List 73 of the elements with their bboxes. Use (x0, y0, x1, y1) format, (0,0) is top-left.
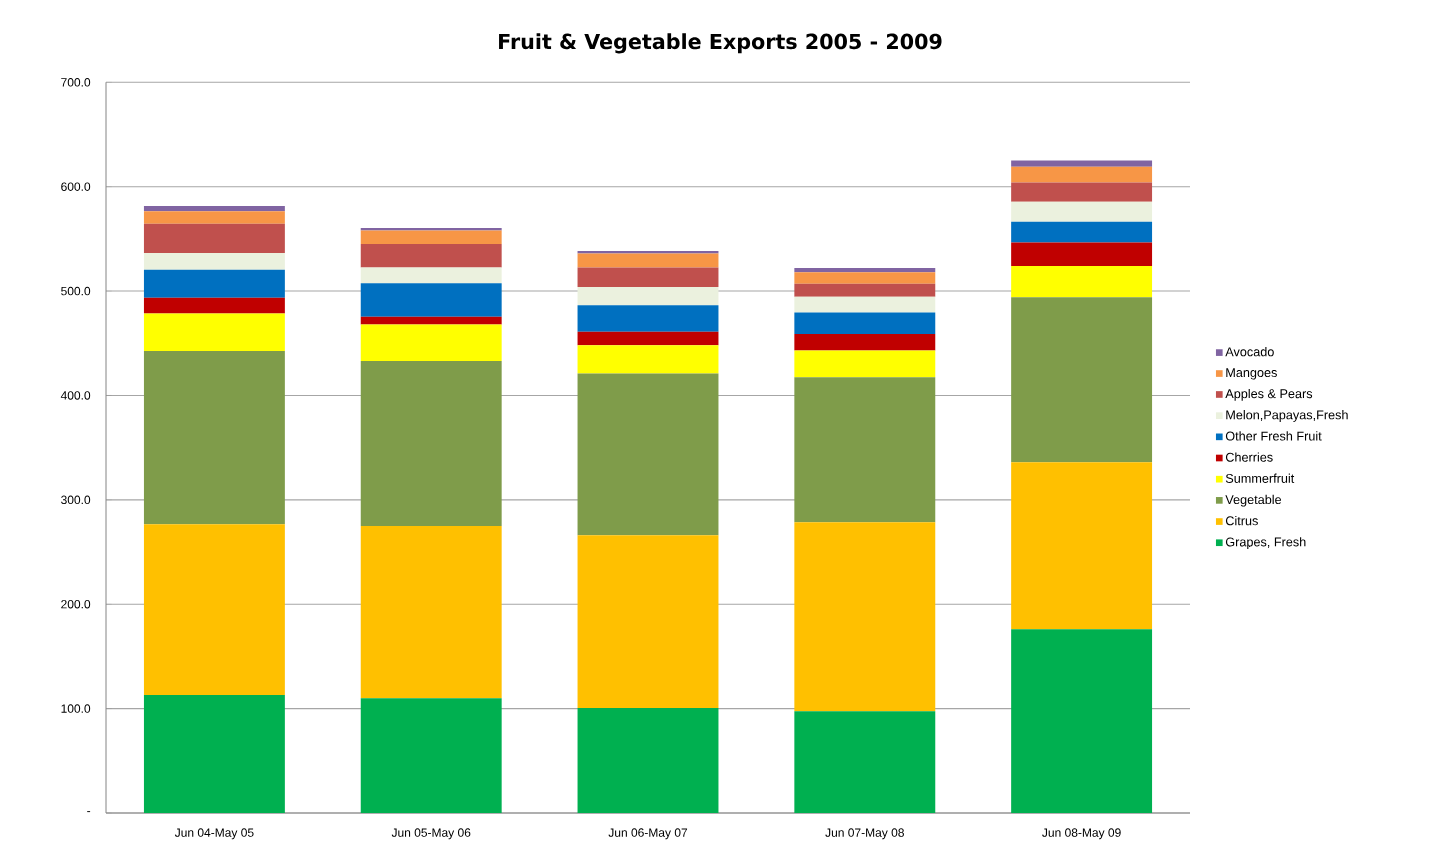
legend-label: Mangoes (1226, 368, 1277, 380)
bar (360, 227, 502, 231)
bar (794, 296, 936, 313)
bar (577, 708, 719, 813)
bar (577, 373, 719, 536)
legend-label: Citrus (1225, 515, 1258, 526)
bar (794, 350, 936, 378)
bar (577, 286, 719, 306)
y-tick-label: 300.0 (61, 495, 91, 505)
bar (360, 361, 502, 526)
bar (577, 331, 719, 346)
bar (1011, 221, 1153, 243)
x-tick-label: Jun 07-May 08 (825, 828, 904, 840)
bar (794, 312, 936, 334)
legend-label: Vegetable (1225, 494, 1282, 507)
bar (577, 250, 719, 254)
bar (143, 313, 285, 352)
bar (143, 297, 285, 314)
bar (577, 345, 719, 374)
bar (143, 695, 285, 813)
bar (1011, 629, 1153, 813)
bar (360, 230, 502, 245)
bar (360, 267, 502, 284)
legend-label: Summerfruit (1225, 473, 1295, 483)
bar (360, 283, 502, 317)
bar (143, 211, 285, 224)
bar (794, 333, 936, 351)
y-tick-label: 400.0 (60, 391, 91, 400)
bar (143, 252, 285, 270)
bar (1011, 201, 1153, 222)
bar (1011, 266, 1153, 298)
bar (360, 698, 502, 813)
y-tick-label: 600.0 (61, 182, 91, 191)
bar (577, 267, 719, 287)
bar (1011, 297, 1153, 463)
bar (794, 377, 936, 523)
legend-label: Cherries (1225, 452, 1273, 462)
bar (794, 272, 936, 284)
bar (360, 244, 502, 268)
bar (1011, 166, 1153, 183)
y-tick-label: 700.0 (61, 78, 91, 87)
bar (577, 253, 719, 268)
y-tick-label: 100.0 (61, 704, 91, 713)
bar (360, 324, 502, 362)
bar (1011, 182, 1153, 202)
bar (1011, 462, 1153, 630)
x-tick-label: Jun 06-May 07 (608, 828, 688, 840)
y-tick-label: 200.0 (61, 599, 91, 609)
legend-label: Grapes, Fresh (1225, 537, 1306, 549)
bar (143, 269, 285, 298)
legend-label: Avocado (1225, 347, 1274, 357)
bar (1011, 160, 1153, 167)
x-tick-label: Jun 05-May 06 (391, 828, 471, 840)
bar (794, 711, 936, 813)
bar (143, 524, 285, 696)
bar (794, 283, 936, 297)
chart-title: Fruit & Vegetable Exports 2005 - 2009 (499, 33, 942, 54)
bar (577, 535, 719, 709)
bar (143, 351, 285, 525)
bar (143, 206, 285, 212)
bar (794, 522, 936, 712)
bar (360, 525, 502, 699)
y-tick-label: 500.0 (61, 286, 91, 296)
legend-label: Melon,Papayas,Fresh (1226, 410, 1348, 422)
y-tick-label: - (87, 811, 91, 813)
bar (143, 223, 285, 253)
legend-label: Other Fresh Fruit (1225, 431, 1322, 441)
x-tick-label: Jun 04-May 05 (174, 828, 254, 840)
bar (577, 305, 719, 332)
bar (794, 268, 936, 273)
bar (1011, 242, 1153, 267)
legend-label: Apples & Pears (1225, 388, 1313, 401)
x-tick-label: Jun 08-May 09 (1042, 828, 1121, 840)
